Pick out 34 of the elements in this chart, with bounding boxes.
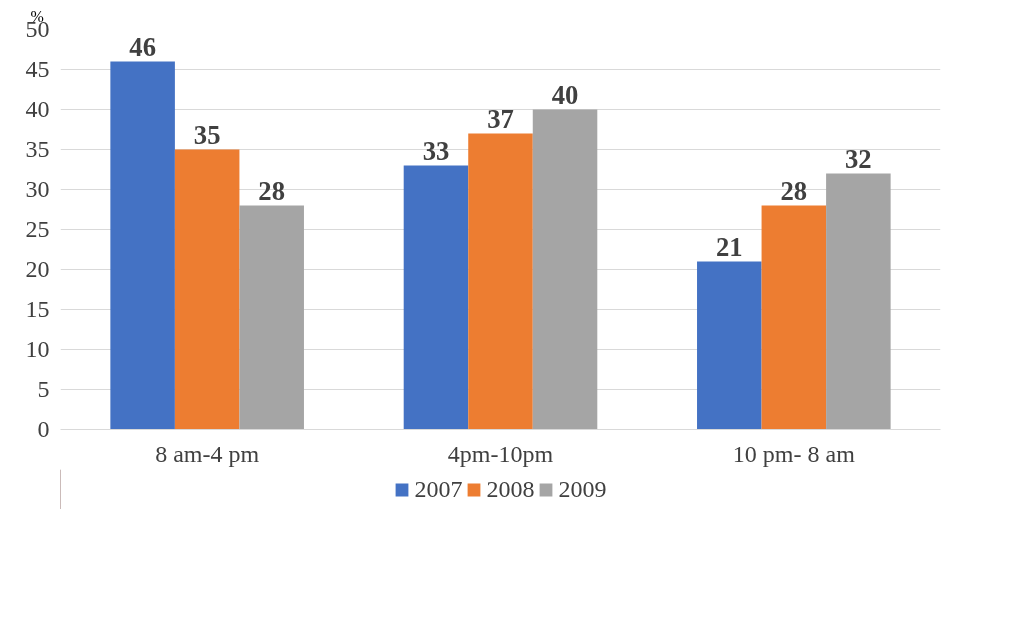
data-label: 40	[551, 79, 579, 110]
bar	[468, 133, 533, 430]
y-tick-label: 15	[25, 296, 50, 322]
bar	[697, 261, 762, 430]
bar	[239, 205, 304, 430]
y-tick-label: 5	[37, 376, 50, 402]
data-label: 28	[780, 175, 808, 206]
data-label: 28	[258, 175, 286, 206]
y-tick-label: 45	[25, 56, 50, 82]
legend-label: 2009	[558, 475, 607, 503]
x-tick-label: 10 pm- 8 am	[732, 440, 856, 467]
data-label: 32	[845, 143, 872, 174]
y-tick-label: 30	[25, 176, 50, 202]
y-tick-label: 10	[25, 336, 50, 362]
y-tick-label: 0	[37, 416, 50, 442]
bar	[110, 61, 175, 430]
bar	[174, 149, 240, 430]
bar	[403, 165, 469, 430]
y-tick-label: 35	[25, 136, 50, 162]
bar	[826, 173, 891, 430]
x-tick-label: 4pm-10pm	[447, 440, 554, 467]
legend-label: 2007	[414, 475, 463, 503]
x-tick-label: 8 am-4 pm	[155, 440, 260, 467]
y-tick-label: 20	[25, 256, 50, 282]
data-label: 46	[129, 31, 156, 62]
data-label: 35	[193, 119, 221, 150]
bar	[761, 205, 827, 430]
y-tick-label: 25	[25, 216, 50, 242]
data-label: 37	[487, 103, 514, 134]
data-label: 21	[715, 231, 743, 262]
legend-label: 2008	[486, 475, 535, 503]
bar	[532, 109, 598, 430]
y-tick-label: 40	[25, 96, 50, 122]
data-label: 33	[422, 135, 450, 166]
